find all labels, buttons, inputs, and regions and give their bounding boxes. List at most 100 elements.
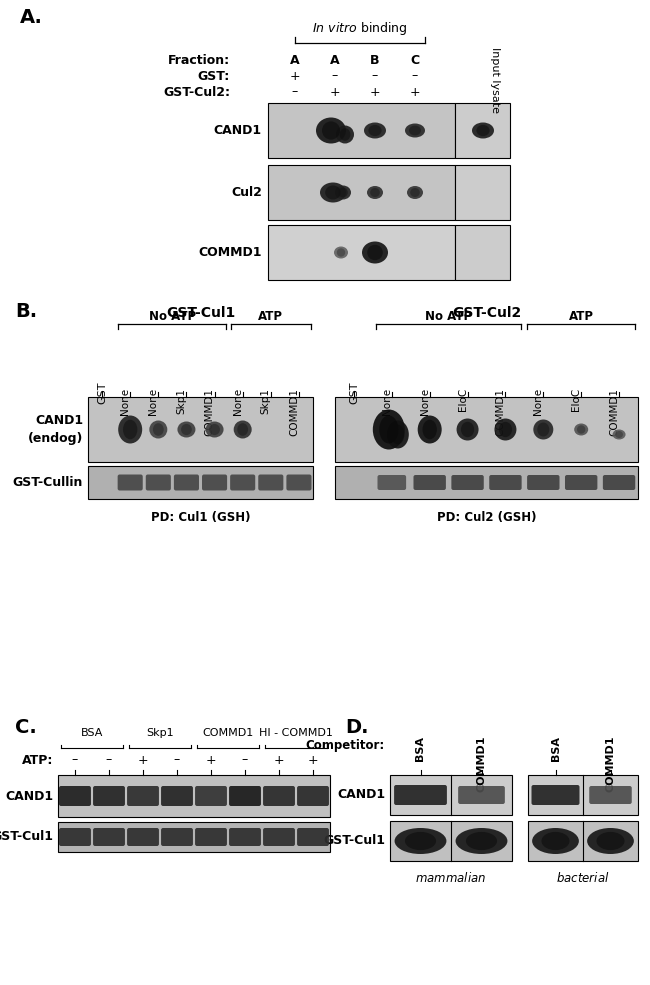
Ellipse shape xyxy=(587,828,634,854)
Text: –: – xyxy=(292,86,298,98)
Text: GST: GST xyxy=(97,382,107,405)
Ellipse shape xyxy=(615,431,623,438)
Text: COMMD1: COMMD1 xyxy=(198,246,262,259)
Ellipse shape xyxy=(205,422,224,437)
Text: None: None xyxy=(420,388,430,415)
Text: –: – xyxy=(372,70,378,83)
FancyBboxPatch shape xyxy=(161,786,193,806)
Text: Input lysate: Input lysate xyxy=(490,47,500,113)
Ellipse shape xyxy=(395,828,447,854)
FancyBboxPatch shape xyxy=(297,786,329,806)
Ellipse shape xyxy=(369,125,382,136)
Text: None: None xyxy=(120,388,130,415)
Ellipse shape xyxy=(391,425,404,444)
Text: (endog): (endog) xyxy=(27,432,83,445)
FancyBboxPatch shape xyxy=(565,475,597,490)
Ellipse shape xyxy=(339,128,350,141)
Text: A.: A. xyxy=(20,8,43,27)
Ellipse shape xyxy=(466,832,497,850)
Bar xyxy=(335,397,638,462)
Text: BSA: BSA xyxy=(81,728,103,738)
Ellipse shape xyxy=(209,424,220,435)
Bar xyxy=(455,103,510,158)
Bar xyxy=(268,225,455,280)
Text: –: – xyxy=(332,70,338,83)
Text: CAND1: CAND1 xyxy=(5,790,53,803)
Ellipse shape xyxy=(476,125,489,136)
Text: Skp1: Skp1 xyxy=(146,728,174,738)
Text: ATP:: ATP: xyxy=(21,754,53,766)
Ellipse shape xyxy=(533,420,553,439)
Text: GST-Cul2: GST-Cul2 xyxy=(452,306,521,320)
Ellipse shape xyxy=(405,832,436,850)
FancyBboxPatch shape xyxy=(394,785,447,805)
Ellipse shape xyxy=(612,429,625,439)
Text: C.: C. xyxy=(15,718,37,737)
Bar xyxy=(268,165,455,220)
Ellipse shape xyxy=(334,246,348,258)
Ellipse shape xyxy=(495,419,517,440)
Ellipse shape xyxy=(532,828,579,854)
Text: A: A xyxy=(330,53,340,67)
Ellipse shape xyxy=(422,420,437,439)
FancyBboxPatch shape xyxy=(146,475,171,491)
Text: COMMD1: COMMD1 xyxy=(495,388,506,436)
Bar xyxy=(58,822,330,852)
Text: None: None xyxy=(233,388,242,415)
Text: A: A xyxy=(290,53,300,67)
Ellipse shape xyxy=(123,420,137,439)
Text: –: – xyxy=(412,70,418,83)
Text: Skp1: Skp1 xyxy=(261,388,271,414)
Ellipse shape xyxy=(472,122,494,139)
Text: +: + xyxy=(205,754,216,766)
Text: BSA: BSA xyxy=(415,736,426,761)
FancyBboxPatch shape xyxy=(297,828,329,846)
FancyBboxPatch shape xyxy=(118,475,143,491)
Ellipse shape xyxy=(150,421,167,438)
Text: +: + xyxy=(138,754,148,766)
Bar xyxy=(88,397,313,462)
Text: B: B xyxy=(370,53,380,67)
Ellipse shape xyxy=(461,422,474,437)
FancyBboxPatch shape xyxy=(458,786,505,804)
Text: COMMD1: COMMD1 xyxy=(476,736,486,793)
Text: +: + xyxy=(410,86,421,98)
FancyBboxPatch shape xyxy=(603,475,635,490)
Text: +: + xyxy=(307,754,318,766)
Text: EloC: EloC xyxy=(571,388,581,412)
Text: GST-Cul1: GST-Cul1 xyxy=(323,834,385,847)
Ellipse shape xyxy=(410,188,420,197)
Ellipse shape xyxy=(367,245,383,260)
Text: Skp1: Skp1 xyxy=(176,388,187,414)
Text: COMMD1: COMMD1 xyxy=(606,736,616,793)
FancyBboxPatch shape xyxy=(195,786,227,806)
Text: No ATP: No ATP xyxy=(425,310,472,323)
FancyBboxPatch shape xyxy=(93,828,125,846)
Text: Competitor:: Competitor: xyxy=(306,740,385,753)
Ellipse shape xyxy=(373,410,405,449)
Text: $\it{mammalian}$: $\it{mammalian}$ xyxy=(415,871,487,885)
FancyBboxPatch shape xyxy=(378,475,406,490)
Text: BSA: BSA xyxy=(551,736,560,761)
Text: B.: B. xyxy=(15,302,37,321)
Ellipse shape xyxy=(316,117,346,144)
Ellipse shape xyxy=(499,422,512,437)
FancyBboxPatch shape xyxy=(230,475,255,491)
FancyBboxPatch shape xyxy=(258,475,283,491)
Ellipse shape xyxy=(338,187,348,197)
Text: +: + xyxy=(274,754,284,766)
Ellipse shape xyxy=(181,424,192,435)
Ellipse shape xyxy=(418,416,442,443)
Bar xyxy=(390,821,512,861)
Text: GST:: GST: xyxy=(198,70,230,83)
Ellipse shape xyxy=(337,248,345,257)
Bar xyxy=(528,775,638,815)
FancyBboxPatch shape xyxy=(195,828,227,846)
Ellipse shape xyxy=(335,185,351,200)
FancyBboxPatch shape xyxy=(161,828,193,846)
Ellipse shape xyxy=(409,126,421,135)
FancyBboxPatch shape xyxy=(413,475,446,490)
Bar xyxy=(335,466,638,499)
Text: –: – xyxy=(72,754,78,766)
Text: GST-Cullin: GST-Cullin xyxy=(12,476,83,489)
